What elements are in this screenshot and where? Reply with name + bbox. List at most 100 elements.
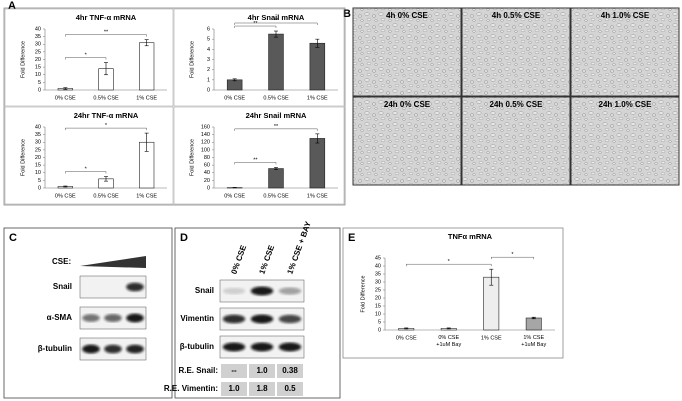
micrograph-label: 4h 0.5% CSE [492, 11, 541, 20]
column-header: 1% CSE [257, 243, 276, 275]
panel-d-frame [174, 227, 341, 399]
x-tick-label: 0% CSE [55, 95, 76, 101]
y-tick-label: 5 [38, 178, 41, 184]
blot-band [278, 287, 302, 295]
blot-band [82, 344, 100, 354]
y-tick-label: 40 [35, 26, 41, 32]
micrograph-label: 24h 1.0% CSE [599, 100, 653, 109]
bar [226, 79, 243, 91]
error-bar [274, 30, 278, 38]
error-bar [63, 87, 68, 90]
error-bar [315, 38, 320, 48]
x-tick-label: 0% CSE [224, 193, 245, 199]
y-tick-label: 35 [35, 34, 41, 40]
column-header: 0% CSE [229, 243, 248, 275]
blot-band [222, 342, 246, 352]
blot-band [278, 314, 302, 324]
x-tick-label: 0.5% CSE [93, 95, 119, 101]
significance-label: ** [253, 21, 258, 27]
x-tick-label: 1% CSE +1uM Bay [521, 335, 546, 348]
significance-label: ** [253, 157, 258, 163]
subplot-frame [173, 8, 345, 107]
x-tick-label: 1% CSE [136, 95, 157, 101]
y-tick-label: 0 [207, 87, 210, 93]
y-tick-label: 10 [35, 72, 41, 78]
significance-label: * [511, 252, 514, 258]
chart-title: 24hr TNF-α mRNA [74, 111, 139, 120]
subplot-frame [4, 106, 174, 205]
panel-a-frame [3, 7, 346, 206]
y-axis-label: Fold Difference [189, 139, 195, 176]
x-tick-label: 0% CSE [55, 193, 76, 199]
y-tick-label: 20 [375, 295, 381, 301]
subplot-frame [4, 8, 174, 107]
y-tick-label: 15 [375, 303, 381, 309]
y-tick-label: 15 [35, 163, 41, 169]
micrograph [570, 7, 680, 97]
y-tick-label: 25 [35, 49, 41, 55]
y-tick-label: 40 [204, 170, 210, 176]
significance-bracket [234, 22, 318, 25]
bar [268, 168, 284, 189]
significance-label: ** [104, 30, 109, 36]
y-tick-label: 20 [204, 178, 210, 184]
y-tick-label: 5 [38, 80, 41, 86]
panel-e-frame [342, 227, 564, 359]
bar [309, 138, 326, 189]
blot-band [250, 314, 274, 324]
x-tick-label: 0.5% CSE [93, 193, 119, 199]
panel-label: E [348, 232, 355, 244]
chart-title: 4hr TNF-α mRNA [76, 13, 137, 22]
y-tick-label: 140 [201, 132, 210, 138]
error-bar [274, 167, 278, 170]
y-tick-label: 5 [207, 37, 210, 43]
significance-bracket [65, 57, 107, 60]
y-tick-label: 3 [207, 57, 210, 63]
y-tick-label: 2 [207, 67, 210, 73]
y-tick-label: 100 [201, 147, 210, 153]
chart-title: 4hr Snail mRNA [248, 13, 305, 22]
error-bar [144, 132, 149, 152]
micrograph-label: 4h 0% CSE [386, 11, 428, 20]
table-cell [277, 382, 303, 396]
x-tick-label: 0.5% CSE [263, 95, 289, 101]
blot-band [250, 286, 274, 296]
blot-band [126, 282, 144, 292]
y-tick-label: 5 [378, 319, 381, 325]
x-tick-label: 0% CSE [396, 335, 417, 341]
significance-label: * [448, 259, 451, 265]
table-cell [249, 382, 275, 396]
table-cell [221, 364, 247, 378]
blot-band [126, 344, 144, 354]
x-tick-label: 1% CSE [136, 193, 157, 199]
table-cell-text: 1.0 [256, 366, 268, 375]
error-bar [531, 316, 536, 320]
x-tick-label: 1% CSE [481, 335, 502, 341]
error-bar [144, 39, 149, 47]
y-tick-label: 25 [375, 287, 381, 293]
significance-label: ** [274, 124, 279, 130]
error-bar [104, 176, 108, 182]
bar [268, 33, 284, 91]
error-bar [63, 185, 68, 188]
y-tick-label: 60 [204, 163, 210, 169]
error-bar [404, 327, 409, 330]
y-tick-label: 160 [201, 124, 210, 130]
significance-label: * [85, 53, 88, 59]
blot-band [126, 313, 144, 323]
blot-band [104, 314, 122, 322]
table-row-label: R.E. Snail: [178, 366, 218, 375]
y-tick-label: 10 [35, 170, 41, 176]
table-row-label: R.E. Vimentin: [164, 384, 218, 393]
micrograph [461, 96, 571, 186]
micrograph-label: 24h 0.5% CSE [490, 100, 544, 109]
significance-label: * [85, 167, 88, 173]
y-tick-label: 0 [38, 87, 41, 93]
significance-bracket [406, 263, 492, 267]
x-tick-label: 1% CSE [307, 95, 328, 101]
blot-label: Snail [53, 282, 72, 291]
table-cell-text: -- [231, 366, 237, 375]
y-tick-label: 1 [207, 77, 210, 83]
bar [525, 317, 542, 331]
significance-bracket [234, 25, 277, 29]
